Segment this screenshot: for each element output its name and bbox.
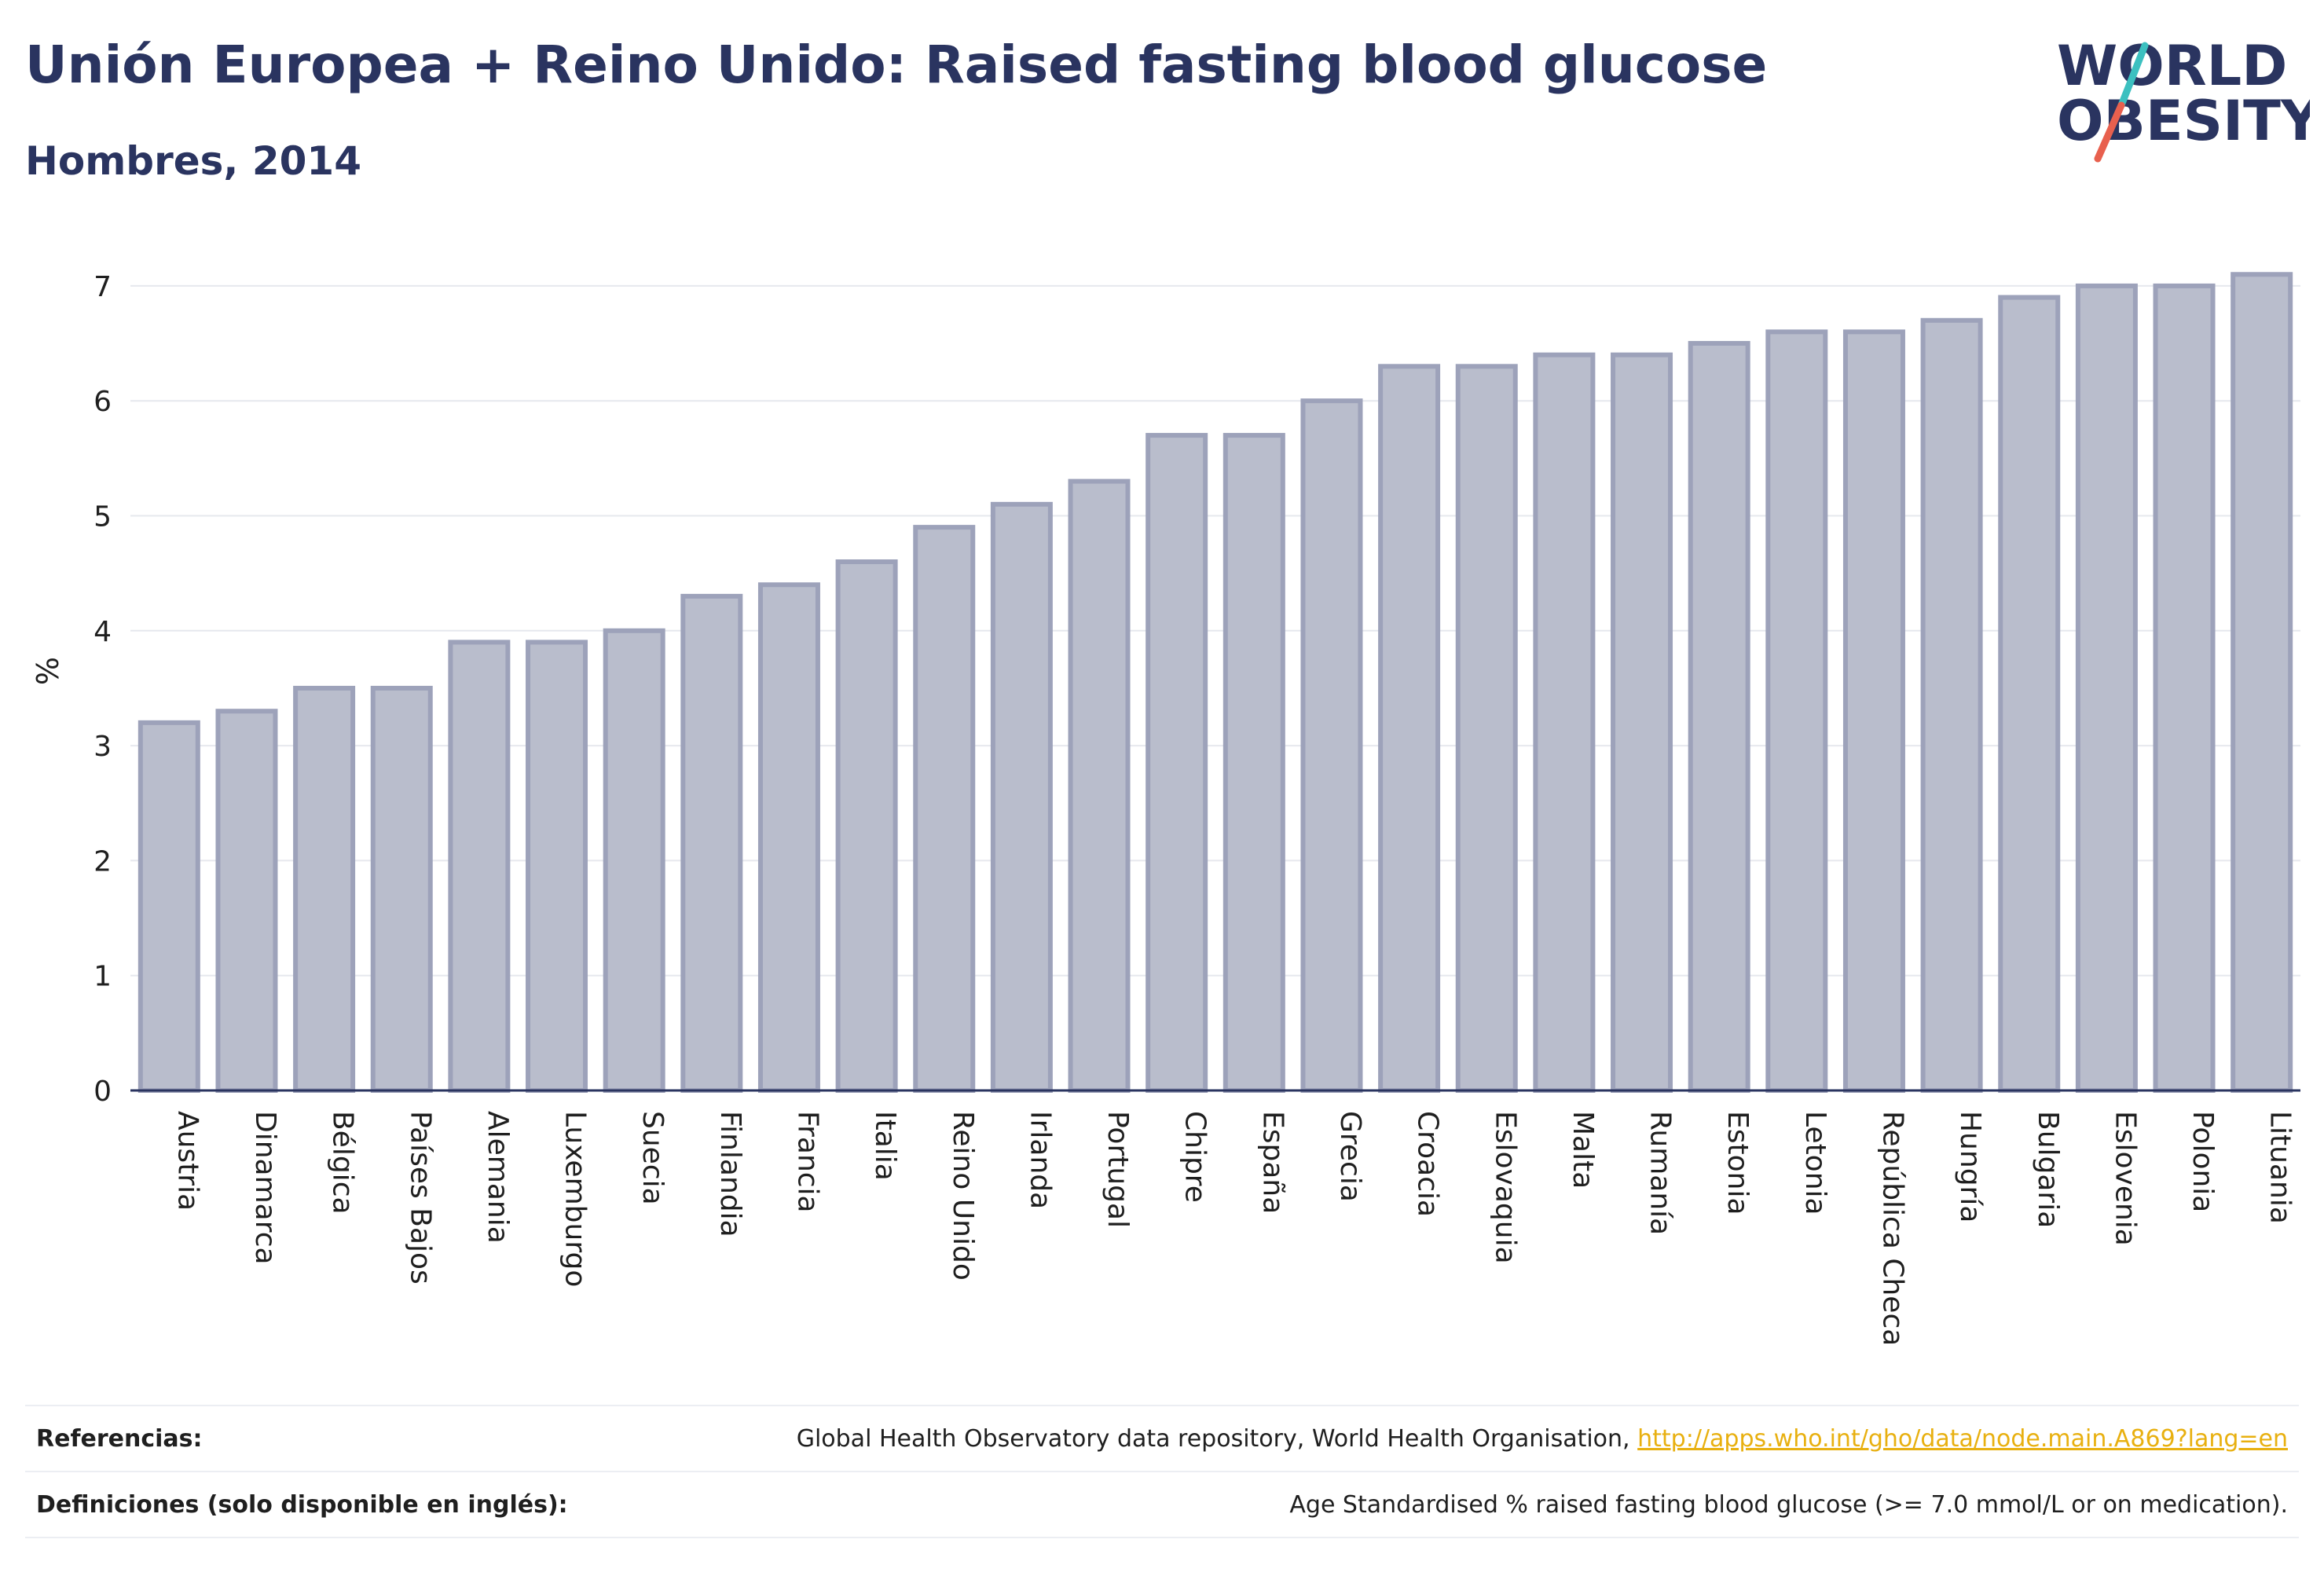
- bar: [448, 640, 511, 1093]
- references-label: Referencias:: [36, 1424, 203, 1453]
- x-tick-label: España: [1256, 1111, 1288, 1214]
- bar: [680, 593, 743, 1093]
- bar: [1688, 341, 1750, 1094]
- y-tick-label: 6: [93, 386, 112, 418]
- y-tick-label: 2: [93, 845, 112, 878]
- x-tick-label: Letonia: [1799, 1111, 1831, 1215]
- references-value: Global Health Observatory data repositor…: [797, 1425, 2288, 1453]
- x-tick-label: Italia: [869, 1111, 901, 1181]
- x-tick-label: Eslovaquia: [1489, 1111, 1521, 1264]
- references-link[interactable]: http://apps.who.int/gho/data/node.main.A…: [1637, 1424, 2288, 1453]
- bar: [293, 685, 356, 1093]
- y-tick-label: 4: [93, 616, 112, 648]
- x-tick-label: Finlandia: [714, 1111, 746, 1237]
- x-tick-label: Lituania: [2264, 1111, 2297, 1224]
- logo-slash-teal: [2117, 42, 2149, 109]
- x-tick-label: Rumanía: [1644, 1111, 1677, 1235]
- x-tick-label: Polonia: [2187, 1111, 2219, 1212]
- bar: [1765, 329, 1828, 1094]
- y-tick-label: 5: [93, 500, 112, 533]
- logo-slash-coral: [2094, 101, 2125, 163]
- bar: [1533, 352, 1596, 1094]
- bar: [1842, 329, 1905, 1094]
- x-tick-label: Estonia: [1721, 1111, 1754, 1215]
- bar: [1920, 317, 1983, 1093]
- x-tick-label: Hungría: [1954, 1111, 1986, 1222]
- x-tick-label: Irlanda: [1024, 1111, 1056, 1209]
- definitions-text: Age Standardised % raised fasting blood …: [1289, 1490, 2288, 1519]
- definitions-label: Definiciones (solo disponible en inglés)…: [36, 1490, 568, 1519]
- bar: [526, 640, 588, 1093]
- x-tick-label: Luxemburgo: [559, 1111, 592, 1287]
- x-tick-label: Chipre: [1179, 1111, 1211, 1203]
- x-tick-label: Austria: [171, 1111, 203, 1211]
- bar: [603, 628, 665, 1093]
- x-tick-label: Países Bajos: [404, 1111, 436, 1285]
- x-tick-label: Eslovenia: [2109, 1111, 2141, 1246]
- bar: [1998, 295, 2061, 1093]
- bar: [1146, 433, 1208, 1093]
- x-tick-label: Grecia: [1334, 1111, 1366, 1202]
- x-tick-label: Malta: [1567, 1111, 1599, 1189]
- bar: [913, 525, 976, 1093]
- x-tick-label: Bulgaria: [2032, 1111, 2064, 1228]
- bar: [370, 685, 433, 1093]
- bar: [2075, 283, 2138, 1094]
- bar: [757, 582, 820, 1093]
- y-tick-label: 7: [93, 271, 112, 303]
- bar: [2153, 283, 2216, 1094]
- chart-footer: Referencias: Global Health Observatory d…: [25, 1405, 2299, 1538]
- y-tick-label: 1: [93, 961, 112, 993]
- x-tick-label: Portugal: [1102, 1111, 1134, 1228]
- logo-word-world: WORLD: [2057, 34, 2287, 98]
- chart-subtitle: Hombres, 2014: [25, 138, 361, 184]
- bar: [1222, 433, 1285, 1093]
- x-tick-label: Reino Unido: [947, 1111, 979, 1281]
- x-tick-label: Alemania: [482, 1111, 514, 1244]
- references-text: Global Health Observatory data repositor…: [796, 1424, 1630, 1453]
- logo-word-obesity: OBESITY: [2057, 89, 2310, 153]
- bar: [215, 709, 278, 1094]
- bar: [1455, 364, 1518, 1093]
- x-tick-label: Francia: [791, 1111, 823, 1213]
- bar: [137, 720, 200, 1094]
- bar: [2231, 272, 2293, 1094]
- y-tick-label: 0: [93, 1076, 112, 1108]
- bar-chart: 0 1 2 3 4 5 6 7% Austria Dinamarca Bélgica Países B…: [31, 271, 2300, 1346]
- world-obesity-logo: WORLD OBESITY: [2057, 34, 2310, 163]
- x-tick-label: Bélgica: [327, 1111, 359, 1215]
- x-tick-label: Suecia: [636, 1111, 669, 1205]
- bar: [1300, 398, 1363, 1094]
- bar: [990, 501, 1053, 1093]
- bar: [1378, 364, 1441, 1093]
- chart-title: Unión Europea + Reino Unido: Raised fast…: [25, 35, 1768, 95]
- bar: [1611, 352, 1673, 1094]
- y-axis-label: %: [31, 657, 65, 685]
- references-row: Referencias: Global Health Observatory d…: [25, 1405, 2299, 1471]
- y-tick-label: 3: [93, 731, 112, 763]
- bar: [835, 559, 898, 1094]
- x-tick-label: República Checa: [1876, 1111, 1908, 1346]
- bar: [1068, 478, 1131, 1094]
- definitions-row: Definiciones (solo disponible en inglés)…: [25, 1471, 2299, 1538]
- x-tick-label: Croacia: [1412, 1111, 1444, 1217]
- x-tick-label: Dinamarca: [249, 1111, 281, 1265]
